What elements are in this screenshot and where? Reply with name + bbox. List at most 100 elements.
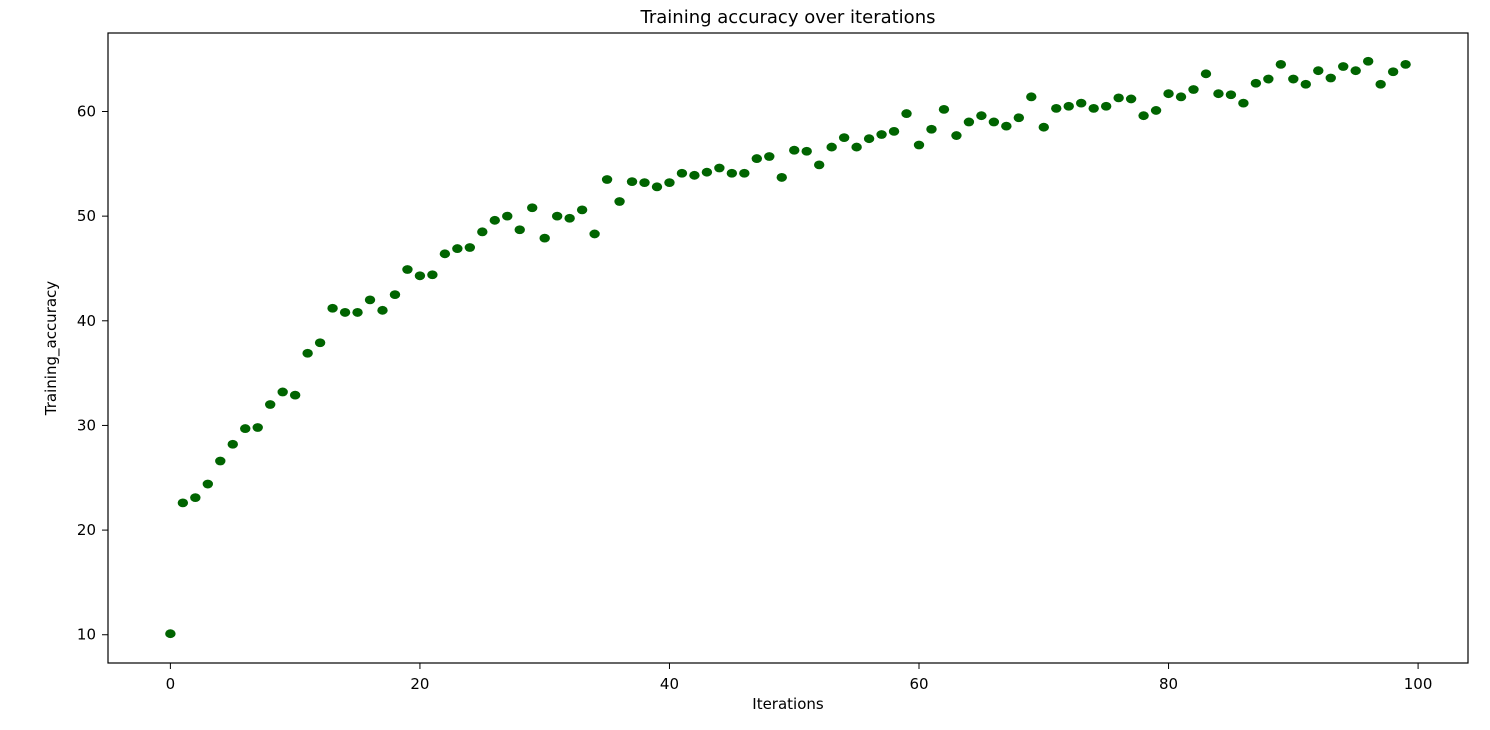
data-point xyxy=(1325,73,1336,83)
data-point xyxy=(1362,56,1374,66)
data-point xyxy=(764,152,775,161)
y-tick-label: 50 xyxy=(77,207,96,225)
y-tick-label: 30 xyxy=(77,416,96,434)
data-point xyxy=(289,390,301,400)
data-point xyxy=(1275,59,1287,69)
data-point xyxy=(1188,85,1199,94)
data-point xyxy=(838,133,850,143)
data-point xyxy=(901,109,912,118)
data-point xyxy=(539,233,550,243)
data-point xyxy=(626,177,638,187)
x-tick-label: 20 xyxy=(410,675,429,693)
data-point xyxy=(190,493,201,503)
data-point xyxy=(352,308,363,317)
y-tick-label: 60 xyxy=(77,102,96,120)
x-axis-ticks: 0 20 40 60 80 100 xyxy=(166,663,1433,693)
data-point xyxy=(240,424,251,433)
data-point xyxy=(926,124,937,134)
data-point xyxy=(277,387,288,397)
x-tick-label: 100 xyxy=(1404,675,1433,693)
data-point xyxy=(1026,92,1037,102)
data-point xyxy=(402,265,413,274)
x-tick-label: 40 xyxy=(660,675,679,693)
data-point xyxy=(689,170,700,180)
data-point xyxy=(227,439,238,449)
data-point xyxy=(377,305,388,315)
data-point xyxy=(339,308,351,317)
data-point xyxy=(551,211,563,221)
data-point xyxy=(1038,122,1049,132)
chart-title: Training accuracy over iterations xyxy=(640,7,936,28)
data-point xyxy=(165,629,176,639)
data-point xyxy=(1175,92,1187,102)
data-point xyxy=(1238,98,1249,108)
data-point xyxy=(676,168,688,178)
data-point xyxy=(439,249,451,259)
data-point xyxy=(1338,62,1349,71)
data-point xyxy=(601,175,613,184)
data-point xyxy=(876,130,887,139)
data-point xyxy=(851,142,862,152)
data-point xyxy=(364,295,376,305)
data-point xyxy=(1001,121,1012,131)
data-point xyxy=(813,160,825,170)
data-point xyxy=(614,197,625,206)
data-point xyxy=(1387,67,1399,77)
data-point xyxy=(464,243,476,252)
data-point xyxy=(265,400,276,409)
data-point xyxy=(1250,78,1262,88)
data-point xyxy=(1263,74,1274,84)
data-point xyxy=(215,456,226,466)
x-tick-label: 0 xyxy=(166,675,176,693)
data-point xyxy=(1213,89,1224,99)
y-tick-label: 10 xyxy=(77,626,96,644)
data-point xyxy=(1313,66,1324,76)
x-tick-label: 60 xyxy=(909,675,928,693)
data-point xyxy=(427,270,438,280)
data-point xyxy=(801,146,812,156)
data-point xyxy=(963,117,975,127)
data-point xyxy=(1100,101,1112,111)
data-point xyxy=(739,168,750,178)
data-point xyxy=(888,126,900,136)
x-tick-label: 80 xyxy=(1159,675,1178,693)
data-point xyxy=(789,145,800,155)
data-point xyxy=(951,131,962,140)
x-axis-label: Iterations xyxy=(752,695,824,713)
data-point xyxy=(1300,79,1311,89)
data-point xyxy=(1113,93,1124,103)
data-point xyxy=(564,213,575,223)
data-point xyxy=(1088,103,1099,113)
plot-frame xyxy=(107,32,1469,664)
y-tick-label: 40 xyxy=(77,312,96,330)
data-point xyxy=(701,167,713,177)
data-point xyxy=(1225,90,1237,100)
y-axis-ticks: 10 20 30 40 50 60 xyxy=(77,102,108,644)
data-point xyxy=(202,479,214,489)
data-point xyxy=(576,205,588,215)
data-point xyxy=(389,290,401,300)
data-point xyxy=(976,111,987,121)
data-point xyxy=(639,178,650,188)
data-point xyxy=(1288,74,1299,84)
data-point xyxy=(826,142,837,152)
data-point xyxy=(726,168,738,178)
data-point xyxy=(314,338,326,348)
data-point xyxy=(1076,98,1087,108)
data-point xyxy=(1138,111,1149,121)
data-point xyxy=(527,203,538,213)
data-point xyxy=(1150,106,1162,115)
y-tick-label: 20 xyxy=(77,521,96,539)
data-point xyxy=(1350,66,1361,76)
data-point xyxy=(776,173,787,182)
data-point xyxy=(1163,89,1174,99)
data-point xyxy=(938,104,950,114)
data-point xyxy=(1400,59,1411,69)
data-point xyxy=(477,227,488,237)
data-point xyxy=(252,423,263,432)
data-point xyxy=(1375,79,1386,89)
data-point xyxy=(452,244,463,253)
data-point xyxy=(1125,94,1137,104)
data-point xyxy=(664,178,675,188)
